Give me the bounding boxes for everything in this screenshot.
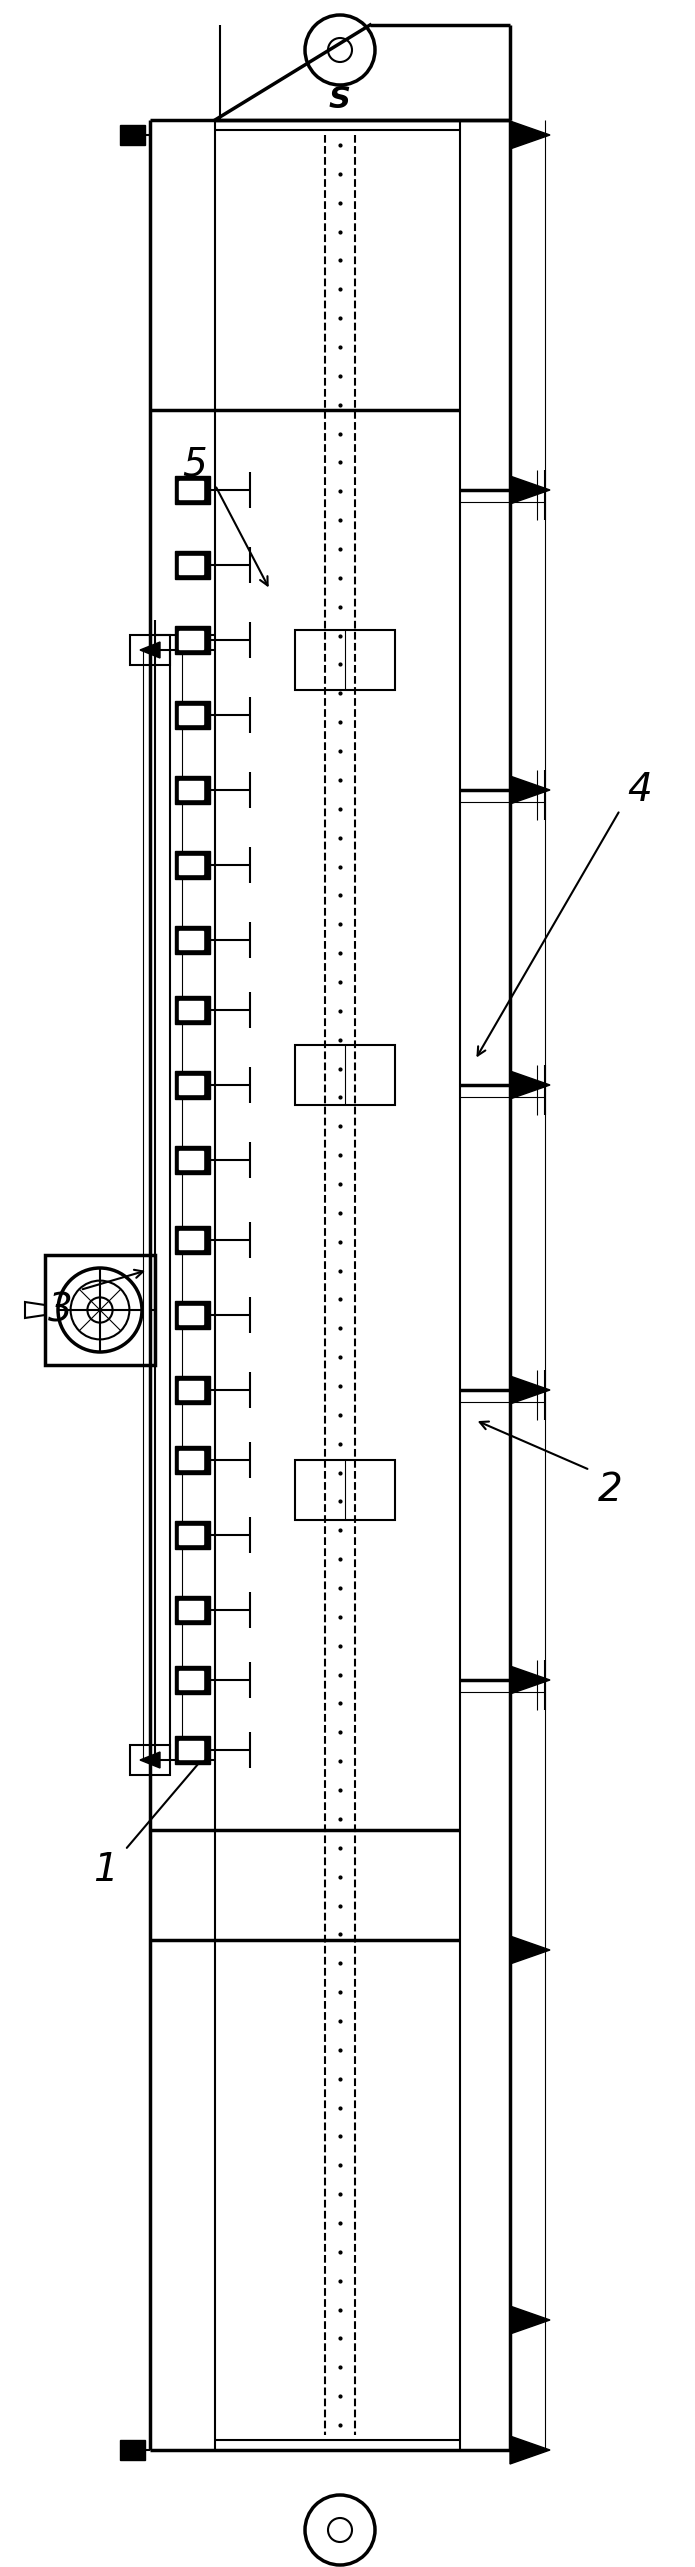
Text: 3: 3 (48, 1291, 72, 1330)
Bar (175, 1445, 210, 1473)
Bar (179, 1671, 203, 1689)
Bar (179, 1381, 203, 1399)
Polygon shape (140, 1753, 160, 1769)
Bar (175, 1735, 210, 1764)
Bar (175, 1301, 210, 1330)
Bar (179, 1150, 203, 1168)
Bar (175, 1227, 210, 1255)
Bar (175, 852, 210, 878)
Polygon shape (510, 2436, 550, 2464)
Bar (120, 2441, 145, 2459)
Bar (179, 1307, 203, 1325)
Bar (179, 855, 203, 873)
Bar (179, 932, 203, 950)
Text: 4: 4 (628, 770, 653, 809)
Bar (295, 1461, 395, 1520)
Bar (179, 1076, 203, 1094)
Bar (175, 775, 210, 803)
Bar (179, 557, 203, 575)
Bar (179, 1525, 203, 1543)
Bar (175, 1597, 210, 1625)
Text: S: S (329, 85, 351, 116)
Polygon shape (510, 475, 550, 503)
Polygon shape (510, 2305, 550, 2333)
Polygon shape (510, 1666, 550, 1694)
Polygon shape (510, 775, 550, 803)
Text: 5: 5 (183, 447, 207, 485)
Bar (179, 1450, 203, 1468)
Bar (120, 126, 145, 144)
Text: 2: 2 (598, 1471, 623, 1509)
Bar (175, 1145, 210, 1173)
Polygon shape (510, 121, 550, 149)
Bar (295, 1045, 395, 1104)
Polygon shape (510, 1376, 550, 1404)
Bar (179, 780, 203, 798)
Bar (175, 1666, 210, 1694)
Bar (295, 629, 395, 691)
Bar (175, 552, 210, 580)
Bar (179, 1740, 203, 1758)
Bar (179, 706, 203, 724)
Bar (179, 480, 203, 498)
Bar (175, 475, 210, 503)
Text: 1: 1 (92, 1851, 117, 1889)
Bar (175, 1376, 210, 1404)
Bar (175, 996, 210, 1024)
Polygon shape (510, 1070, 550, 1099)
Bar (130, 634, 170, 665)
Polygon shape (510, 1936, 550, 1964)
Bar (179, 1232, 203, 1250)
Bar (179, 1001, 203, 1019)
Bar (175, 701, 210, 729)
Bar (130, 1746, 170, 1774)
Bar (179, 631, 203, 649)
Bar (175, 927, 210, 955)
Bar (179, 1602, 203, 1620)
Polygon shape (140, 642, 160, 657)
Bar (175, 1070, 210, 1099)
Bar (175, 1522, 210, 1548)
Bar (45, 1255, 155, 1366)
Bar (175, 626, 210, 655)
